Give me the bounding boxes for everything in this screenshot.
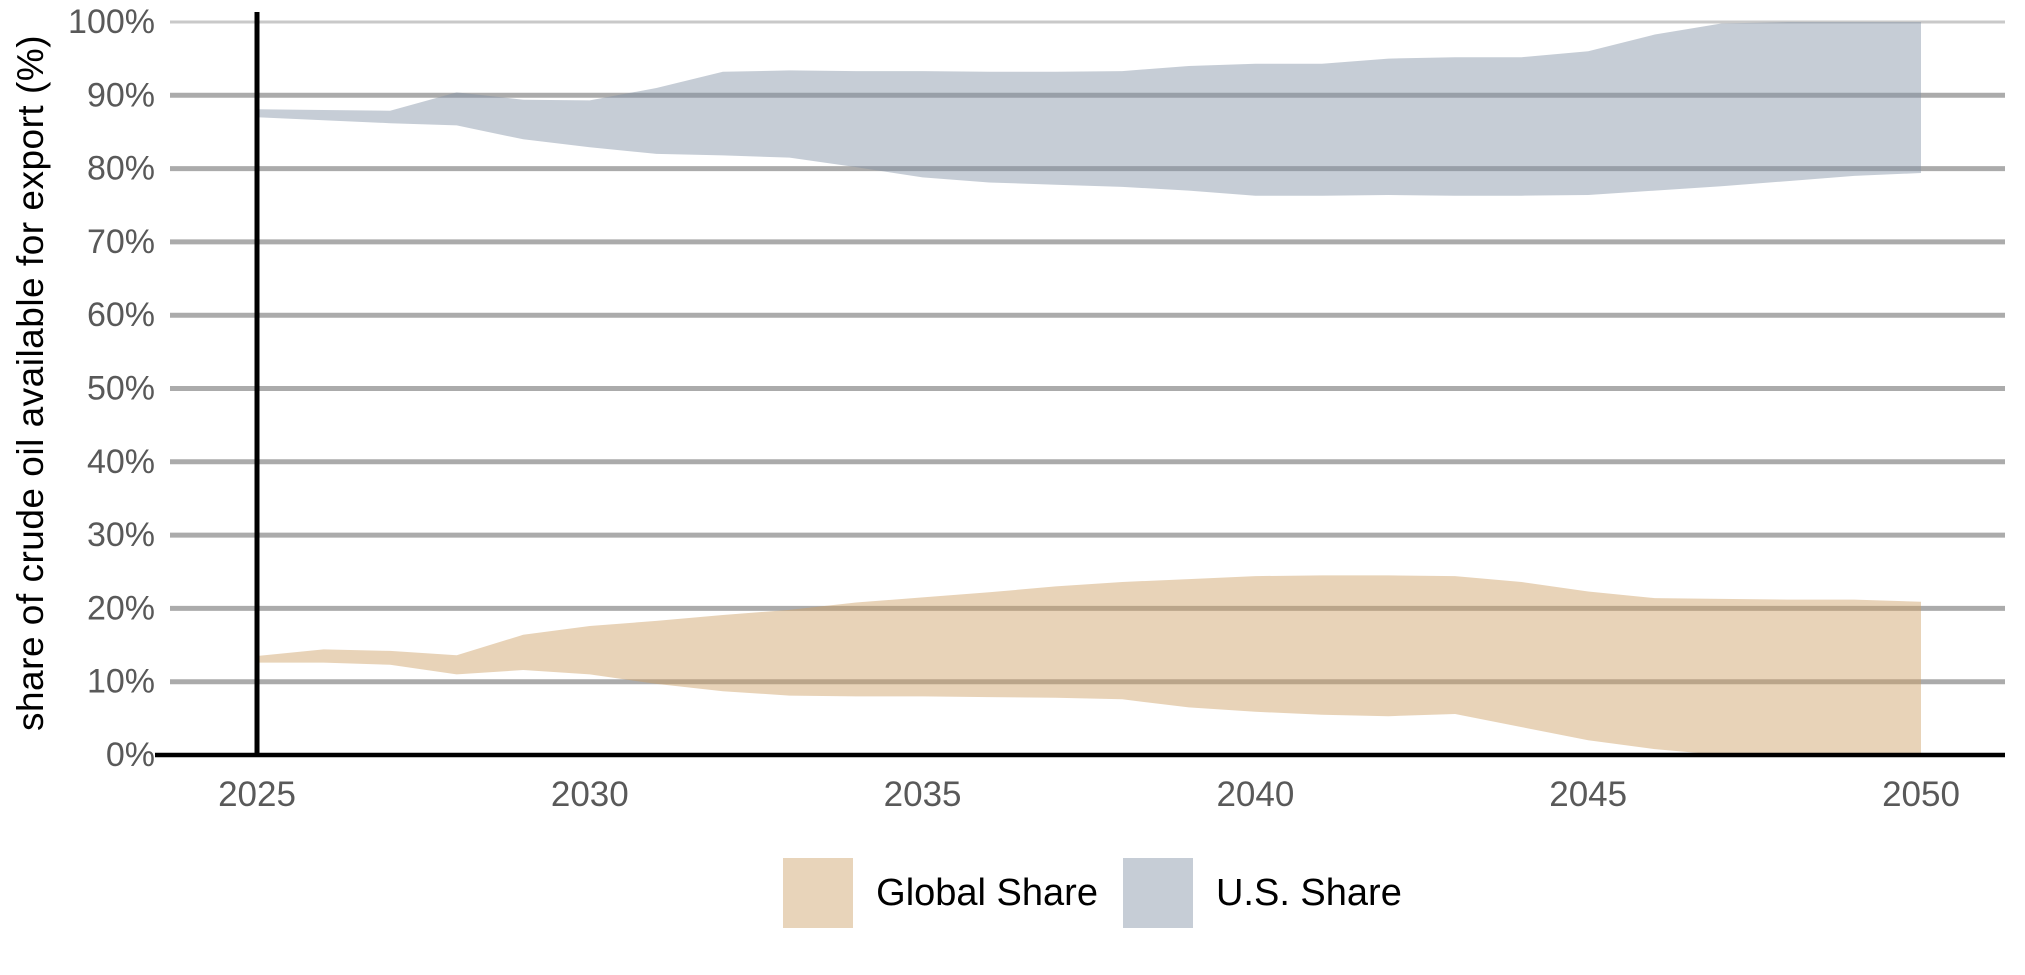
x-tick-label-2025: 2025 [218, 775, 296, 814]
legend-item-us-share: U.S. Share [1122, 858, 1402, 928]
x-tick-label-2035: 2035 [884, 775, 962, 814]
legend-item-global-share: Global Share [783, 858, 1098, 928]
x-tick-label-2045: 2045 [1549, 775, 1627, 814]
legend-label-global-share: Global Share [876, 872, 1098, 914]
x-tick-label-2040: 2040 [1216, 775, 1294, 814]
legend-swatch-us-share [1122, 858, 1193, 928]
y-tick-label-30: 30% [87, 516, 155, 554]
y-tick-label-90: 90% [87, 76, 155, 114]
y-tick-label-40: 40% [87, 443, 155, 481]
x-tick-label-2030: 2030 [551, 775, 629, 814]
y-tick-label-80: 80% [87, 150, 155, 188]
legend-swatch-global-share [783, 858, 854, 928]
y-tick-label-20: 20% [87, 589, 155, 627]
chart-figure: 0% 10% 20% 30% 40% 50% 60% 70% 80% 90% 100% 2025 203… [10, 3, 2005, 814]
chart-legend: Global Share U.S. Share [80, 858, 2025, 928]
y-tick-label-50: 50% [87, 370, 155, 408]
x-tick-label-2050: 2050 [1882, 775, 1960, 814]
y-tick-label-10: 10% [87, 663, 155, 701]
legend-label-us-share: U.S. Share [1215, 872, 1402, 914]
band-global-share [257, 575, 1921, 755]
y-tick-label-0: 0% [106, 736, 155, 774]
y-axis-title: share of crude oil available for export … [10, 34, 51, 732]
y-tick-label-70: 70% [87, 223, 155, 261]
y-tick-label-60: 60% [87, 296, 155, 334]
chart-svg: 0% 10% 20% 30% 40% 50% 60% 70% 80% 90% 100% 2025 203… [68, 3, 2005, 814]
y-tick-label-100: 100% [68, 3, 155, 41]
band-u-s-share [257, 22, 1921, 196]
